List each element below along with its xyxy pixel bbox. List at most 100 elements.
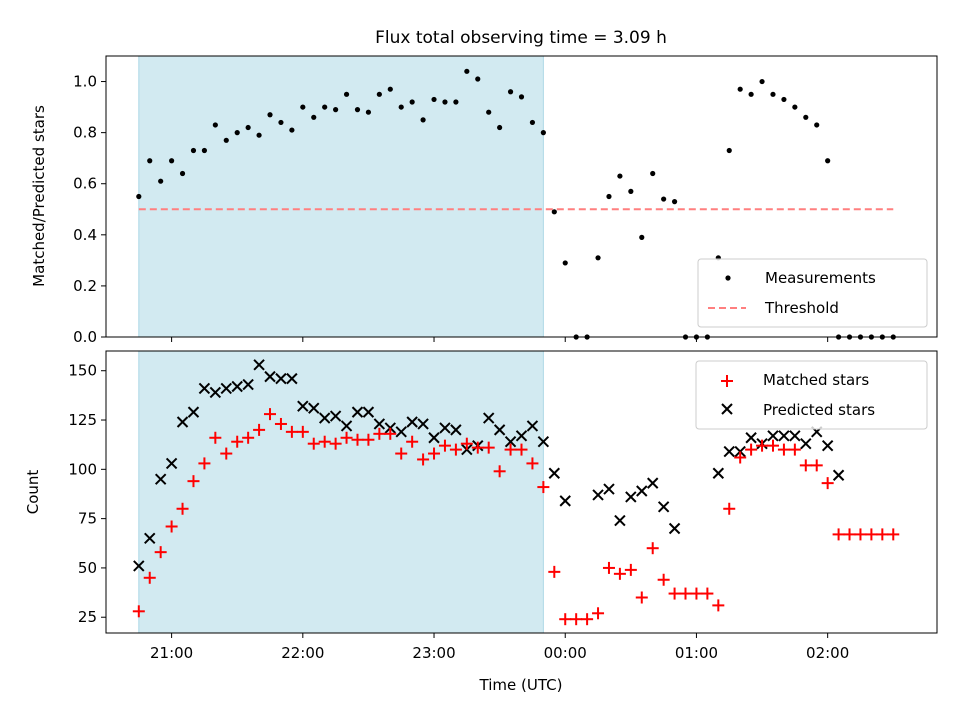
predicted-point (832, 469, 845, 481)
predicted-point (165, 457, 178, 470)
measurement-point (354, 107, 361, 113)
top-plot-frame (105, 55, 938, 338)
predicted-point (723, 445, 735, 458)
top-y-tick-label: 1.0 (73, 73, 97, 91)
predicted-point (329, 410, 342, 422)
matched-point (307, 437, 320, 450)
predicted-point (504, 436, 517, 448)
x-tick-label: 21:00 (150, 644, 193, 662)
measurement-point (759, 78, 765, 85)
measurement-point (803, 114, 809, 120)
matched-point (734, 451, 747, 464)
measurement-point (256, 132, 262, 138)
predicted-point (439, 422, 451, 434)
matched-point (143, 571, 156, 584)
predicted-point (154, 473, 167, 485)
top-panel: 0.0 0.2 0.4 0.6 0.8 1.0 Matched/Predicted sta… (30, 55, 938, 346)
measurement-point (333, 107, 339, 113)
measurement-point (223, 137, 229, 143)
measurement-point (169, 158, 175, 164)
matched-point (253, 423, 266, 436)
x-tick-label: 00:00 (544, 644, 587, 662)
predicted-point (592, 489, 604, 501)
predicted-point (800, 437, 812, 450)
matched-point (329, 437, 342, 450)
predicted-point (614, 514, 626, 527)
matched-point (592, 607, 605, 620)
predicted-point (821, 439, 834, 452)
predicted-point (657, 501, 670, 513)
legend-measurements-marker (725, 275, 731, 281)
predicted-point (297, 400, 309, 412)
bottom-y-tick-label: 150 (68, 362, 97, 380)
predicted-point (767, 430, 779, 442)
measurement-point (650, 170, 656, 177)
top-observing-shade (138, 55, 544, 338)
top-y-tick-label: 0.2 (73, 277, 97, 295)
bottom-y-tick-label: 75 (78, 510, 97, 528)
matched-point (843, 528, 856, 541)
predicted-point (450, 424, 462, 436)
matched-point (471, 441, 484, 454)
matched-point (187, 475, 200, 488)
measurement-point (409, 99, 415, 105)
predicted-point (286, 372, 298, 385)
predicted-point (231, 380, 243, 393)
matched-point (417, 453, 430, 466)
measurement-point (442, 99, 448, 105)
predicted-point (176, 416, 189, 428)
measurement-point (431, 96, 437, 103)
matched-point (274, 417, 287, 430)
matched-point (723, 502, 736, 515)
predicted-point (515, 430, 528, 442)
matched-point (384, 427, 397, 440)
measurement-point (267, 112, 273, 118)
x-tick-label: 01:00 (675, 644, 718, 662)
matched-point (657, 573, 670, 586)
measurement-point (245, 124, 251, 131)
measurement-point (628, 188, 634, 194)
bottom-legend-box (695, 360, 928, 430)
matched-point (876, 528, 889, 541)
bottom-observing-shade (138, 350, 544, 634)
measurement-point (136, 193, 142, 200)
measurement-point (540, 130, 546, 136)
matched-point (701, 587, 714, 600)
matched-point (460, 437, 473, 450)
measurement-point (289, 127, 295, 133)
predicted-point (253, 359, 265, 371)
predicted-point (209, 386, 222, 399)
matched-point (296, 425, 309, 438)
legend-matched-marker (721, 375, 733, 387)
matched-point (285, 425, 298, 438)
bottom-panel: 25 50 75 100 125 150 21:00 22:00 23:00 00:00 01:0… (24, 350, 938, 694)
matched-point (449, 443, 462, 456)
predicted-point (351, 406, 364, 418)
matched-point (887, 528, 900, 541)
predicted-point (636, 485, 648, 497)
top-y-tick-label: 0.0 (73, 328, 97, 346)
measurement-point (212, 122, 218, 128)
matched-point (373, 427, 386, 440)
measurement-point (201, 147, 208, 154)
bottom-y-tick-label: 25 (78, 608, 97, 626)
measurement-point (365, 109, 372, 115)
measurement-point (420, 117, 426, 123)
predicted-point (373, 418, 386, 430)
predicted-point (395, 426, 407, 438)
matched-point (351, 433, 364, 446)
matched-point (646, 542, 659, 555)
bottom-y-tick-label: 125 (68, 411, 97, 429)
matched-point (766, 439, 779, 452)
predicted-point (308, 402, 320, 414)
matched-point (438, 439, 451, 452)
predicted-point (559, 495, 571, 507)
matched-point (624, 563, 637, 576)
predicted-point (789, 430, 801, 442)
measurement-point (781, 96, 787, 103)
measurement-point (497, 124, 503, 131)
measurement-point (158, 178, 164, 184)
predicted-point (198, 382, 211, 395)
matched-point (810, 459, 823, 472)
measurement-point (825, 158, 831, 164)
